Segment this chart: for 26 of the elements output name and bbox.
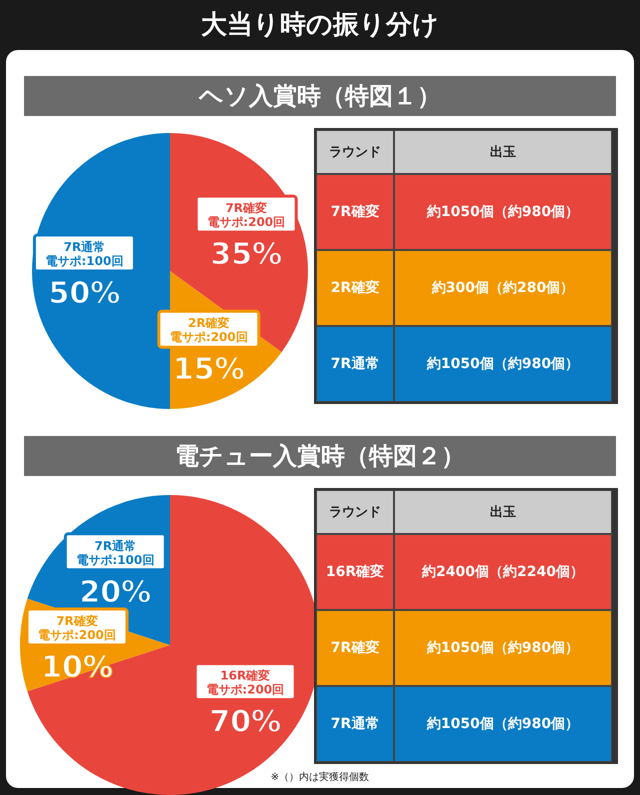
text: 出玉 (394, 490, 612, 534)
text: 約1050個（約980個） (394, 686, 612, 762)
text: 7R通常 (316, 326, 394, 402)
text: 約1050個（約980個） (394, 174, 612, 250)
slice-label: 16R確変電サポ:200回 (206, 668, 284, 697)
text: 出玉 (394, 130, 612, 174)
slice-label: 7R確変電サポ:200回 (207, 201, 286, 230)
text: 約300個（約280個） (394, 250, 612, 326)
slice-label: 7R通常電サポ:100回 (46, 240, 124, 268)
text: ラウンド (316, 130, 394, 174)
chart-subtitle: 電チュー入賞時（特図２） (24, 436, 616, 476)
text: 16R確変 (316, 534, 394, 610)
text: 7R通常 (316, 686, 394, 762)
text: 約1050個（約980個） (394, 326, 612, 402)
text: 約1050個（約980個） (394, 610, 612, 686)
text: ※（）内は実獲得個数 (270, 770, 370, 784)
chart-subtitle: ヘソ入賞時（特図１） (24, 76, 616, 116)
text: 約2400個（約2240個） (394, 534, 612, 610)
text: 7R確変 (316, 610, 394, 686)
text: ラウンド (316, 490, 394, 534)
text: 2R確変 (316, 250, 394, 326)
chart-title: 大当り時の振り分け (200, 8, 440, 42)
slice-label: 7R通常電サポ:100回 (76, 538, 154, 567)
slice-label: 7R確変電サポ:200回 (38, 614, 116, 642)
slice-label: 2R確変電サポ:200回 (170, 316, 248, 344)
text: 7R確変 (316, 174, 394, 250)
